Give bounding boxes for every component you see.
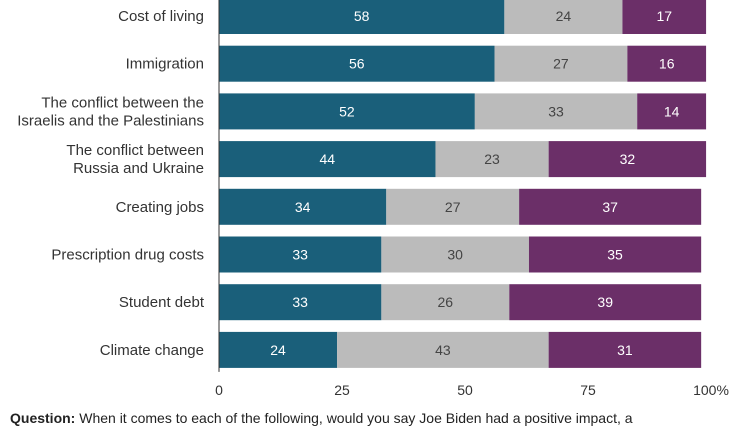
data-label: 34 [295, 199, 311, 215]
data-label: 16 [659, 56, 675, 72]
bar-segment [474, 93, 638, 130]
category-label: Climate change [100, 342, 204, 359]
bar-segment [219, 188, 387, 225]
x-tick-label: 100% [693, 382, 729, 398]
bar-segment [622, 0, 707, 34]
bar-segment [337, 331, 549, 368]
data-label: 33 [292, 247, 308, 263]
stacked-bar-chart: 58 24 17 56 27 16 52 33 14 44 23 32 34 27 37 33 30 35 33 26… [17, 0, 729, 398]
data-label: 17 [656, 8, 672, 24]
bar-segment [494, 45, 628, 82]
data-label: 14 [664, 103, 680, 119]
bar-segment [528, 236, 702, 273]
data-label: 33 [292, 294, 308, 310]
data-label: 39 [597, 294, 613, 310]
bar-segment [219, 0, 505, 34]
question-footnote: Question: When it comes to each of the f… [10, 409, 745, 427]
bar-segment [219, 331, 338, 368]
category-label: Creating jobs [116, 199, 204, 216]
data-label: 27 [553, 56, 569, 72]
x-tick-label: 0 [215, 382, 223, 398]
x-axis: 0 25 50 75 100% [215, 0, 729, 398]
bar-segment [548, 331, 702, 368]
data-label: 43 [435, 342, 451, 358]
data-label: 30 [447, 247, 463, 263]
data-label: 32 [620, 151, 636, 167]
data-label: 37 [602, 199, 618, 215]
category-labels: Cost of living Immigration The conflict be… [17, 8, 205, 359]
data-label: 27 [445, 199, 461, 215]
bar-segment [386, 188, 520, 225]
category-label: Immigration [126, 56, 204, 73]
data-label: 52 [339, 103, 355, 119]
question-label: Question: [10, 410, 76, 426]
data-label: 58 [354, 8, 370, 24]
data-label: 23 [484, 151, 500, 167]
data-label: 24 [556, 8, 572, 24]
x-tick-label: 75 [580, 382, 596, 398]
category-label: Prescription drug costs [51, 247, 204, 264]
x-tick-label: 50 [457, 382, 473, 398]
category-label: Cost of living [118, 8, 204, 25]
bar-segment [219, 45, 495, 82]
question-text: When it comes to each of the following, … [79, 410, 633, 426]
data-label: 33 [548, 103, 564, 119]
bar-group: 58 24 17 56 27 16 52 33 14 44 23 32 34 27 37 33 30 35 33 26… [219, 0, 707, 368]
bar-segment [509, 284, 702, 321]
bar-segment [548, 141, 707, 178]
bar-segment [219, 93, 475, 130]
bar-segment [381, 236, 529, 273]
x-tick-label: 25 [334, 382, 350, 398]
bar-segment [504, 0, 623, 34]
category-label: The conflict between Russia and Ukraine [66, 142, 204, 177]
bar-segment [627, 45, 707, 82]
bar-segment [435, 141, 549, 178]
bar-segment [381, 284, 510, 321]
bar-segment [637, 93, 707, 130]
data-label: 24 [270, 342, 286, 358]
bar-segment [219, 284, 382, 321]
data-label: 26 [438, 294, 454, 310]
data-label: 44 [319, 151, 335, 167]
bar-segment [219, 141, 436, 178]
category-label: Student debt [119, 294, 205, 311]
data-label: 56 [349, 56, 365, 72]
data-label: 35 [607, 247, 623, 263]
bar-segment [519, 188, 702, 225]
category-label: The conflict between the Israelis and the… [17, 94, 204, 129]
data-label: 31 [617, 342, 633, 358]
bar-segment [219, 236, 382, 273]
